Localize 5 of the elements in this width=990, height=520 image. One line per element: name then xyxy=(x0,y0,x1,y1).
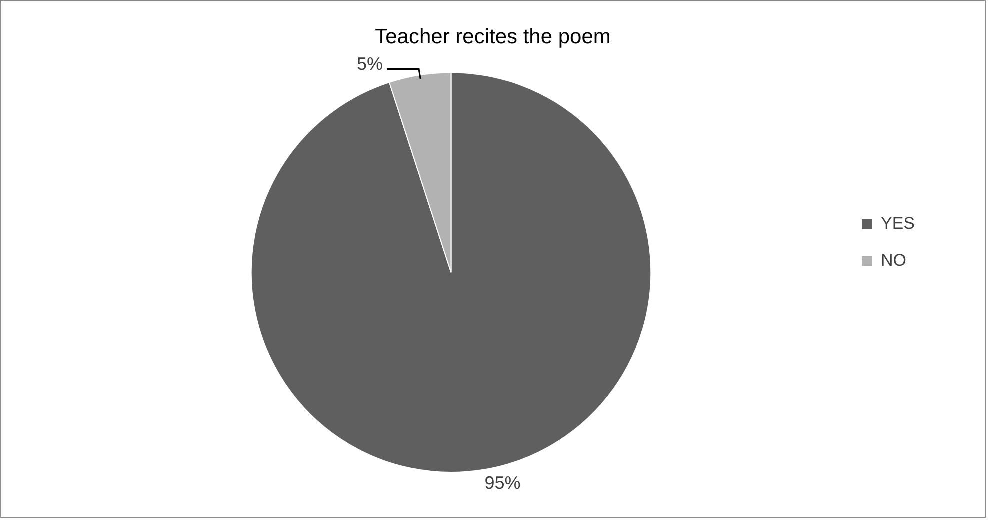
legend-label: NO xyxy=(880,251,906,270)
data-label: 5% xyxy=(357,54,384,74)
data-label: 95% xyxy=(484,472,521,493)
chart-title: Teacher recites the poem xyxy=(375,25,611,48)
legend-label: YES xyxy=(880,214,916,234)
